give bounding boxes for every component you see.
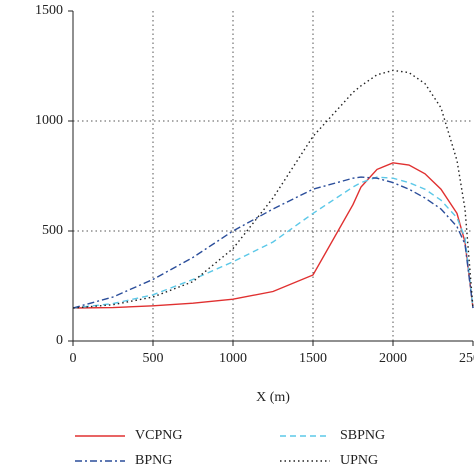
x-tick-label: 500 xyxy=(143,351,164,366)
legend-label: UPNG xyxy=(340,453,378,468)
y-tick-label: 1000 xyxy=(35,113,63,128)
x-tick-label: 1000 xyxy=(219,351,247,366)
x-tick-label: 2500 xyxy=(459,351,474,366)
series-line xyxy=(72,176,474,309)
series-line xyxy=(72,69,474,309)
legend-label: VCPNG xyxy=(135,428,182,443)
y-tick-label: 500 xyxy=(42,223,63,238)
legend-label: SBPNG xyxy=(340,428,385,443)
y-tick-label: 1500 xyxy=(35,3,63,18)
series-line xyxy=(72,176,474,309)
legend-label: BPNG xyxy=(135,453,172,468)
x-tick-label: 0 xyxy=(70,351,77,366)
x-tick-label: 2000 xyxy=(379,351,407,366)
y-tick-label: 0 xyxy=(56,333,63,348)
series-line xyxy=(72,162,474,309)
x-axis-label: X (m) xyxy=(256,390,290,405)
x-tick-label: 1500 xyxy=(299,351,327,366)
